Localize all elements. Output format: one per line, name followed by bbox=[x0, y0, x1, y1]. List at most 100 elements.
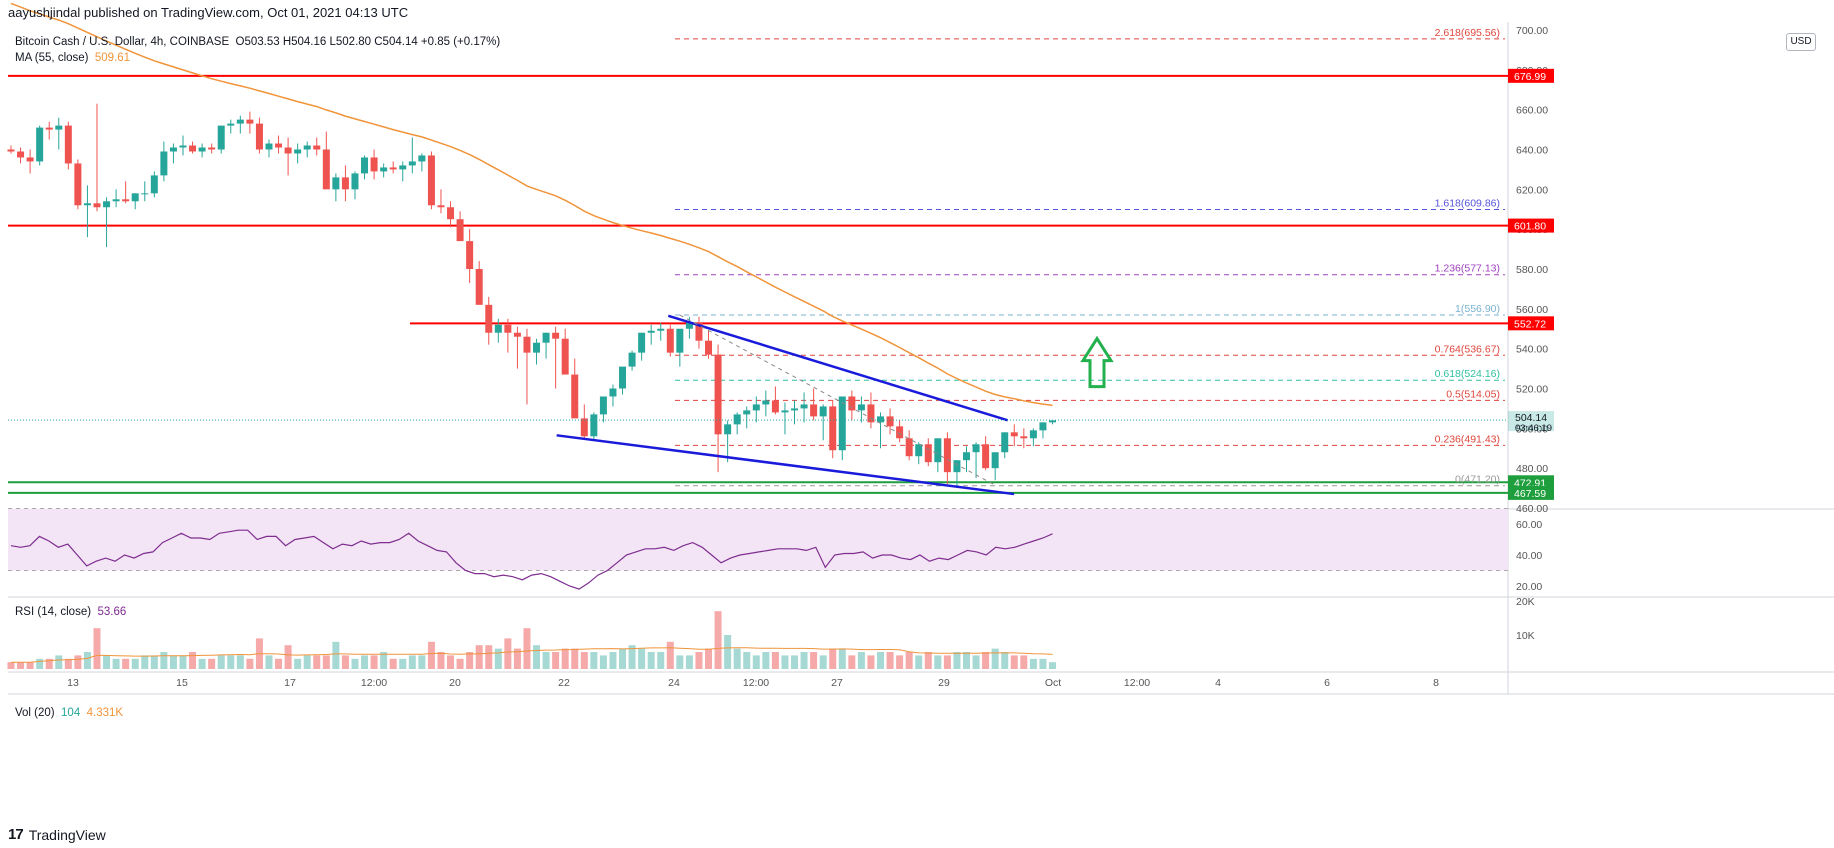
price-tick-label: 520.00 bbox=[1516, 384, 1548, 396]
volume-bar bbox=[112, 658, 120, 669]
bull-candle bbox=[781, 410, 789, 413]
volume-bar bbox=[714, 611, 722, 669]
volume-bar bbox=[150, 655, 158, 669]
vol-value: 104 bbox=[61, 707, 81, 719]
volume-bar bbox=[332, 641, 340, 669]
bear-candle bbox=[322, 149, 330, 190]
price-tick-label: 560.00 bbox=[1516, 304, 1548, 316]
volume-bar bbox=[399, 658, 407, 669]
bear-candle bbox=[714, 354, 722, 435]
volume-bar bbox=[1020, 655, 1028, 669]
tradingview-logo-icon: 17 bbox=[8, 826, 24, 843]
bull-candle bbox=[657, 328, 665, 331]
vol-legend: Vol (20) 104 4.331K bbox=[15, 707, 123, 719]
rsi-tick-label: 40.00 bbox=[1516, 550, 1542, 562]
fib-diagonal bbox=[679, 314, 997, 487]
time-tick-label: 22 bbox=[558, 677, 570, 689]
bear-candle bbox=[389, 167, 397, 170]
bear-candle bbox=[571, 374, 579, 419]
volume-bar bbox=[1029, 658, 1037, 669]
volume-bar bbox=[64, 658, 72, 669]
level-price-label: 601.80 bbox=[1514, 221, 1546, 233]
volume-bar bbox=[924, 652, 932, 669]
bull-candle bbox=[361, 157, 369, 174]
volume-bar bbox=[418, 655, 426, 669]
rsi-tick-label: 20.00 bbox=[1516, 581, 1542, 593]
bear-candle bbox=[513, 332, 521, 337]
volume-bar bbox=[408, 655, 416, 669]
time-tick-label: 20 bbox=[449, 677, 461, 689]
last-price-tag bbox=[1508, 411, 1554, 432]
rsi-tick-label: 60.00 bbox=[1516, 519, 1542, 531]
volume-bar bbox=[93, 628, 101, 669]
time-tick-label: 12:00 bbox=[361, 677, 387, 689]
volume-bar bbox=[26, 662, 34, 669]
volume-bar bbox=[83, 652, 91, 669]
bull-candle bbox=[103, 201, 111, 208]
currency-button[interactable]: USD bbox=[1786, 33, 1816, 51]
volume-bar bbox=[590, 652, 598, 669]
volume-bar bbox=[982, 652, 990, 669]
volume-bar bbox=[705, 648, 713, 669]
volume-bar bbox=[905, 652, 913, 669]
volume-bar bbox=[647, 652, 655, 669]
price-pane: 2.618(695.56) 1.618(609.86) 1.236(577.13) 1… bbox=[7, 2, 1508, 496]
volume-bar bbox=[599, 655, 607, 669]
time-tick-label: Oct bbox=[1045, 677, 1061, 689]
bull-candle bbox=[733, 414, 741, 425]
rsi-legend: RSI (14, close) 53.66 bbox=[15, 606, 126, 618]
volume-bar bbox=[437, 652, 445, 669]
volume-bar bbox=[380, 652, 388, 669]
bull-candle bbox=[953, 460, 961, 473]
bear-candle bbox=[905, 438, 913, 457]
volume-bar bbox=[638, 648, 646, 669]
bull-candle bbox=[590, 414, 598, 437]
volume-bar bbox=[160, 652, 168, 669]
bear-candle bbox=[561, 338, 569, 375]
price-tick-label: 620.00 bbox=[1516, 184, 1548, 196]
volume-bar bbox=[771, 652, 779, 669]
bull-candle bbox=[609, 388, 617, 397]
fib-level-label: 0(471.20) bbox=[1455, 474, 1500, 486]
bull-candle bbox=[1029, 430, 1037, 439]
bear-candle bbox=[485, 304, 493, 333]
bear-candle bbox=[896, 426, 904, 439]
volume-bar bbox=[1001, 652, 1009, 669]
brand-name: TradingView bbox=[28, 826, 106, 843]
volume-ma-line bbox=[11, 647, 1053, 663]
fib-level-label: 1.236(577.13) bbox=[1435, 263, 1500, 275]
bear-candle bbox=[943, 438, 951, 473]
bull-candle bbox=[198, 147, 206, 152]
volume-bar bbox=[227, 655, 235, 669]
bull-candle bbox=[236, 119, 244, 124]
bull-candle bbox=[743, 410, 751, 415]
price-tick-label: 580.00 bbox=[1516, 264, 1548, 276]
volume-bar bbox=[504, 638, 512, 669]
volume-bar bbox=[55, 655, 63, 669]
price-tick-label: 540.00 bbox=[1516, 344, 1548, 356]
bear-candle bbox=[45, 127, 53, 130]
bull-candle bbox=[131, 193, 139, 202]
rsi-label: RSI (14, close) bbox=[15, 606, 92, 618]
bear-candle bbox=[370, 157, 378, 172]
bull-candle bbox=[380, 167, 388, 172]
volume-bar bbox=[628, 645, 636, 669]
volume-bar bbox=[810, 652, 818, 669]
bear-candle bbox=[313, 145, 321, 150]
bull-candle bbox=[83, 203, 91, 206]
volume-bar bbox=[513, 648, 521, 669]
volume-bar bbox=[733, 648, 741, 669]
bear-candle bbox=[275, 143, 283, 148]
volume-bar bbox=[896, 655, 904, 669]
bull-candle bbox=[752, 404, 760, 411]
volume-bar bbox=[322, 655, 330, 669]
volume-bar bbox=[265, 655, 273, 669]
time-tick-label: 12:00 bbox=[1124, 677, 1150, 689]
bull-candle bbox=[160, 151, 168, 176]
bull-candle bbox=[599, 396, 607, 415]
bull-candle bbox=[877, 416, 885, 423]
bull-candle bbox=[857, 404, 865, 411]
volume-bar bbox=[571, 648, 579, 669]
bull-candle bbox=[408, 161, 416, 166]
volume-bar bbox=[838, 648, 846, 669]
